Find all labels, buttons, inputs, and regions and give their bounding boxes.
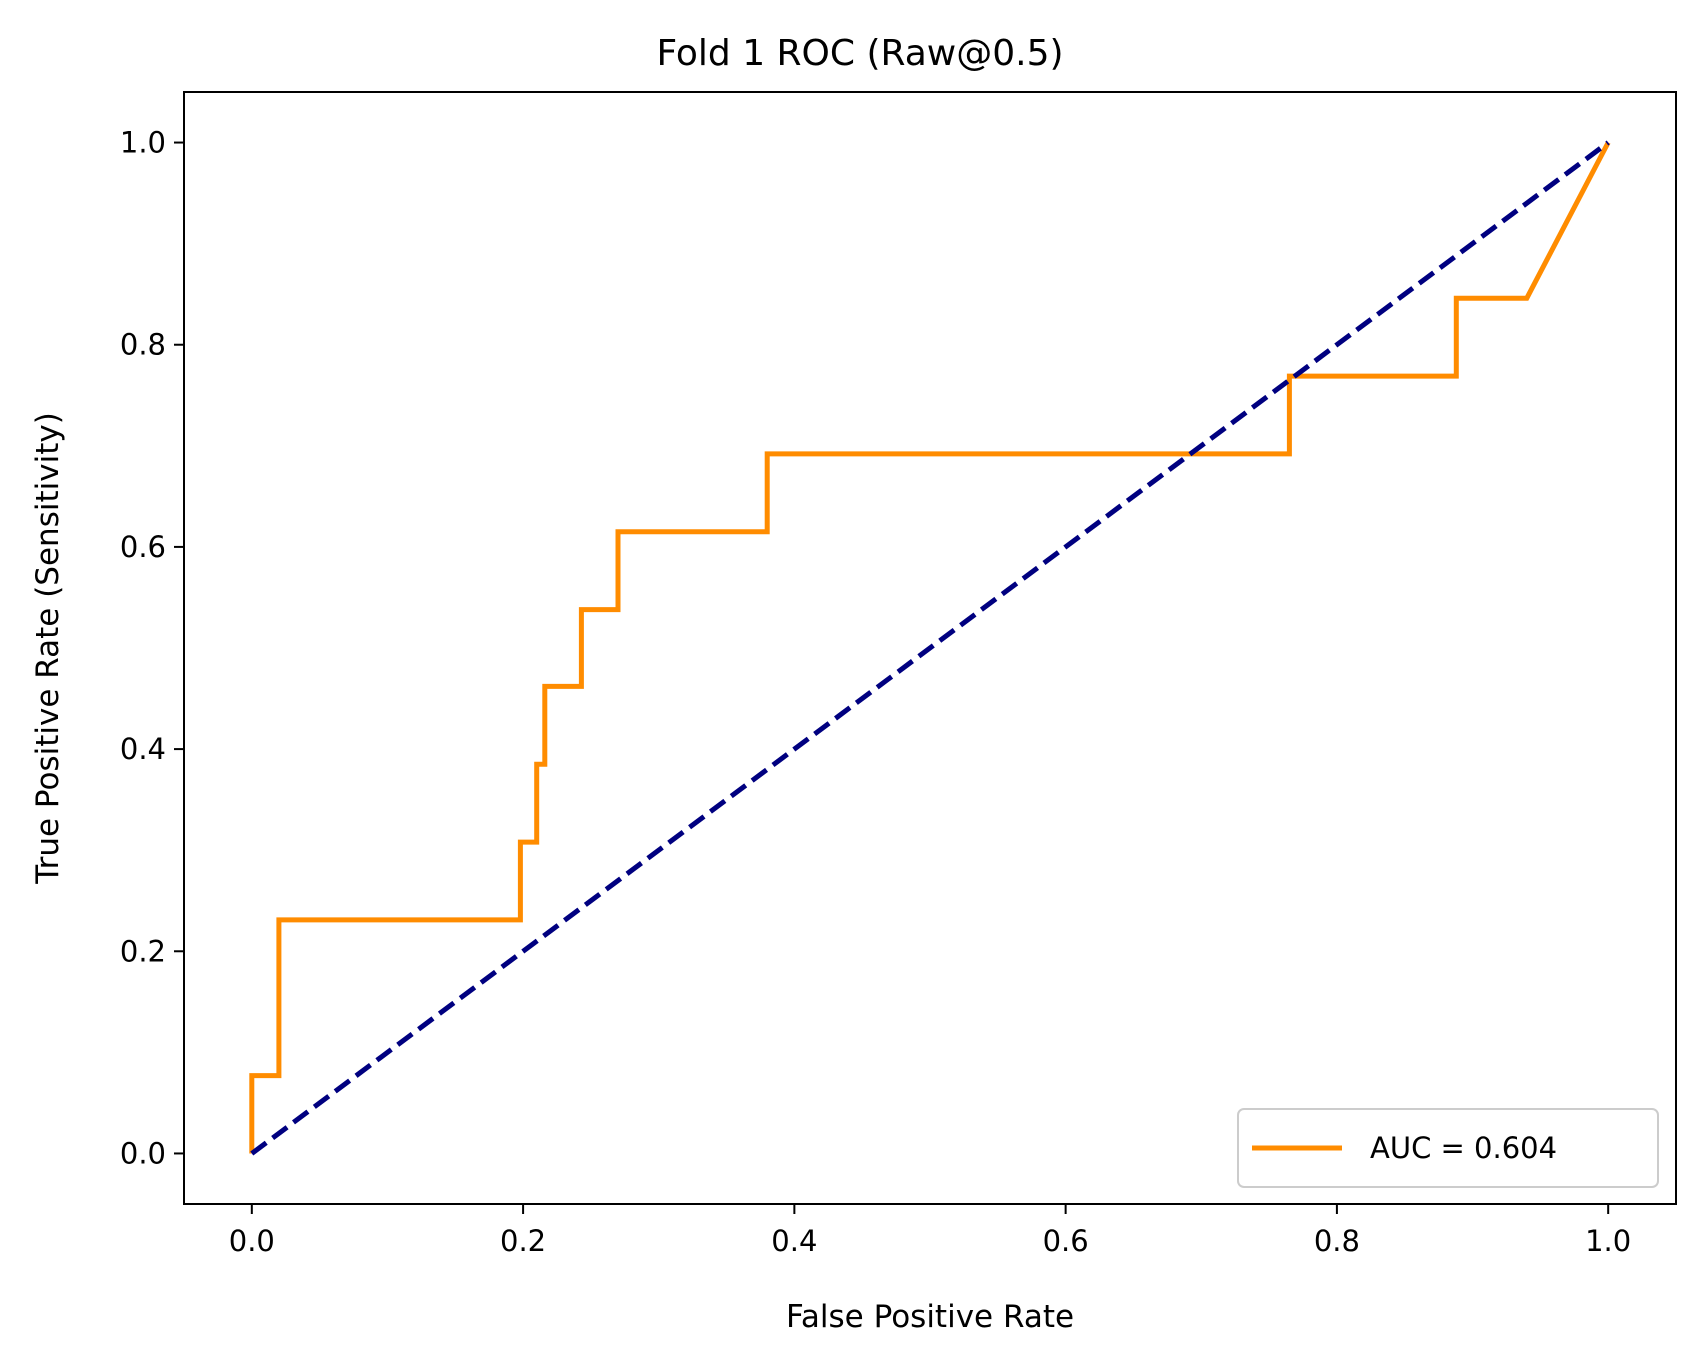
x-axis-label: False Positive Rate [786, 1299, 1074, 1335]
y-tick-label: 1.0 [120, 126, 166, 160]
y-axis: 0.0 0.2 0.4 0.6 0.8 1.0 [120, 126, 184, 1170]
legend-label: AUC = 0.604 [1370, 1131, 1557, 1165]
legend-box [1237, 1108, 1659, 1188]
x-tick-label: 0.0 [229, 1224, 275, 1258]
plot-frame [183, 91, 1677, 1205]
chance-diagonal-line [250, 140, 1610, 1156]
roc-curve-line [249, 141, 1611, 1154]
x-tick-label: 0.4 [771, 1224, 817, 1258]
x-tick-label: 0.8 [1314, 1224, 1360, 1258]
y-tick-label: 0.6 [120, 530, 166, 564]
x-tick-label: 1.0 [1585, 1224, 1631, 1258]
y-tick-label: 0.2 [120, 934, 166, 968]
plot-area [249, 140, 1611, 1156]
x-tick-label: 0.2 [500, 1224, 546, 1258]
x-tick-label: 0.6 [1043, 1224, 1089, 1258]
y-tick-label: 0.0 [120, 1136, 166, 1170]
y-tick-label: 0.8 [120, 328, 166, 362]
x-axis: 0.0 0.2 0.4 0.6 0.8 1.0 [229, 1204, 1631, 1258]
legend: AUC = 0.604 [1237, 1108, 1659, 1188]
y-axis-label: True Positive Rate (Sensitivity) [30, 412, 66, 885]
chart-title: Fold 1 ROC (Raw@0.5) [656, 33, 1063, 74]
y-tick-label: 0.4 [120, 732, 166, 766]
